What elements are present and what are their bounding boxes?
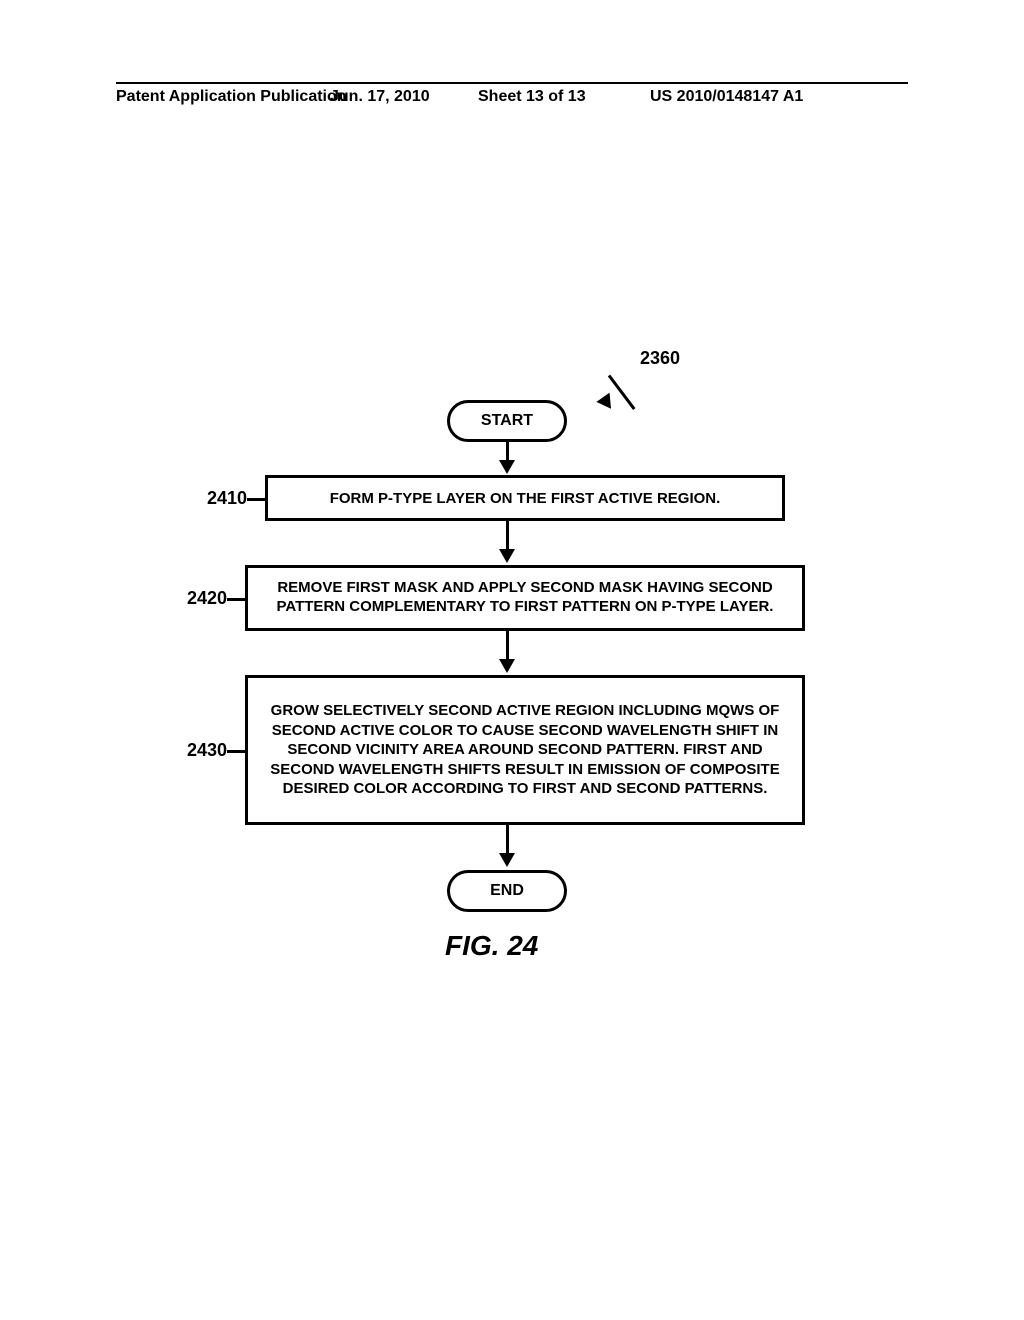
header-sheet: Sheet 13 of 13	[478, 88, 586, 106]
step-2410-text: FORM P-TYPE LAYER ON THE FIRST ACTIVE RE…	[330, 490, 721, 507]
arrow-3-line	[506, 631, 509, 661]
arrow-3-head-icon	[499, 659, 515, 673]
pointer-arrowhead-icon	[596, 393, 617, 414]
arrow-2-head-icon	[499, 549, 515, 563]
pointer-label-2360: 2360	[640, 348, 680, 369]
step-2410-box: FORM P-TYPE LAYER ON THE FIRST ACTIVE RE…	[265, 475, 785, 521]
ref-2430: 2430	[187, 740, 227, 761]
header-date: Jun. 17, 2010	[330, 88, 430, 106]
header-pubno: US 2010/0148147 A1	[650, 88, 803, 106]
start-node: START	[447, 400, 567, 442]
leader-2410	[247, 498, 265, 501]
step-2420-box: REMOVE FIRST MASK AND APPLY SECOND MASK …	[245, 565, 805, 631]
leader-2430	[227, 750, 245, 753]
ref-2420: 2420	[187, 588, 227, 609]
header-rule	[116, 82, 908, 84]
arrow-2-line	[506, 521, 509, 551]
end-label: END	[490, 882, 524, 900]
arrow-1-head-icon	[499, 460, 515, 474]
leader-2420	[227, 598, 245, 601]
step-2430-box: GROW SELECTIVELY SECOND ACTIVE REGION IN…	[245, 675, 805, 825]
ref-2410: 2410	[207, 488, 247, 509]
arrow-1-line	[506, 442, 509, 462]
arrow-4-head-icon	[499, 853, 515, 867]
start-label: START	[481, 412, 533, 430]
arrow-4-line	[506, 825, 509, 855]
step-2430-text: GROW SELECTIVELY SECOND ACTIVE REGION IN…	[260, 701, 790, 799]
header-publication: Patent Application Publication	[116, 88, 347, 106]
figure-caption: FIG. 24	[445, 930, 538, 962]
end-node: END	[447, 870, 567, 912]
step-2420-text: REMOVE FIRST MASK AND APPLY SECOND MASK …	[260, 579, 790, 617]
